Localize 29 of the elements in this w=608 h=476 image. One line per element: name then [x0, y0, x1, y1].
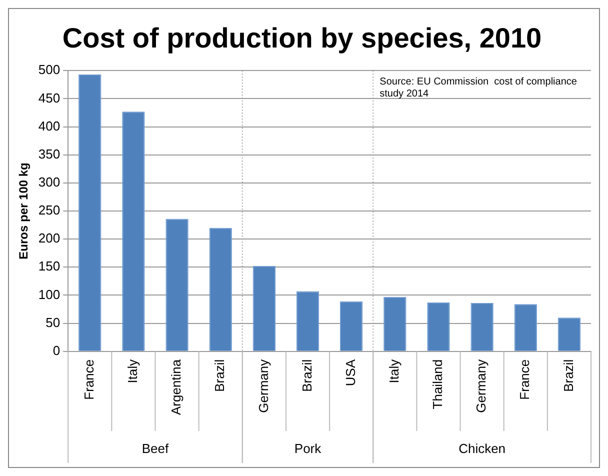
y-tick-label: 400 [38, 118, 60, 134]
x-tick-label: Brazil [212, 359, 228, 392]
y-tick-label: 250 [38, 202, 60, 218]
x-tick-label: Germany [474, 358, 489, 413]
y-tick-label: 450 [38, 90, 60, 106]
y-tick-label: 50 [46, 314, 60, 330]
text: Pork [294, 441, 322, 456]
y-tick-label: 500 [38, 62, 60, 78]
chart-title: Cost of production by species, 2010 [62, 22, 542, 54]
x-tick-label: Italy [386, 358, 402, 384]
x-tick-label: France [81, 359, 96, 400]
text: Beef [142, 441, 169, 456]
y-tick-label: 350 [38, 146, 60, 162]
x-tick-label: Brazil [299, 359, 314, 392]
x-tick-label: Argentina [168, 358, 184, 416]
y-tick-label: 200 [38, 230, 60, 246]
text: Chicken [458, 441, 506, 456]
x-tick-label: Brazil [560, 359, 576, 392]
x-tick-label: France [517, 359, 532, 400]
x-tick-label: USA [342, 359, 358, 386]
y-axis-title: Euros per 100 kg [16, 162, 31, 260]
y-tick-label: 100 [38, 286, 60, 302]
y-tick-label: 150 [38, 258, 60, 274]
annotation: Source: EU Commission cost of compliance study 2014 [380, 76, 578, 100]
y-tick-label: 0 [52, 342, 60, 358]
x-tick-label: Italy [125, 358, 140, 384]
y-tick-label: 300 [38, 174, 60, 190]
x-tick-label: Germany [256, 358, 271, 413]
x-tick-label: Thailand [430, 359, 446, 410]
